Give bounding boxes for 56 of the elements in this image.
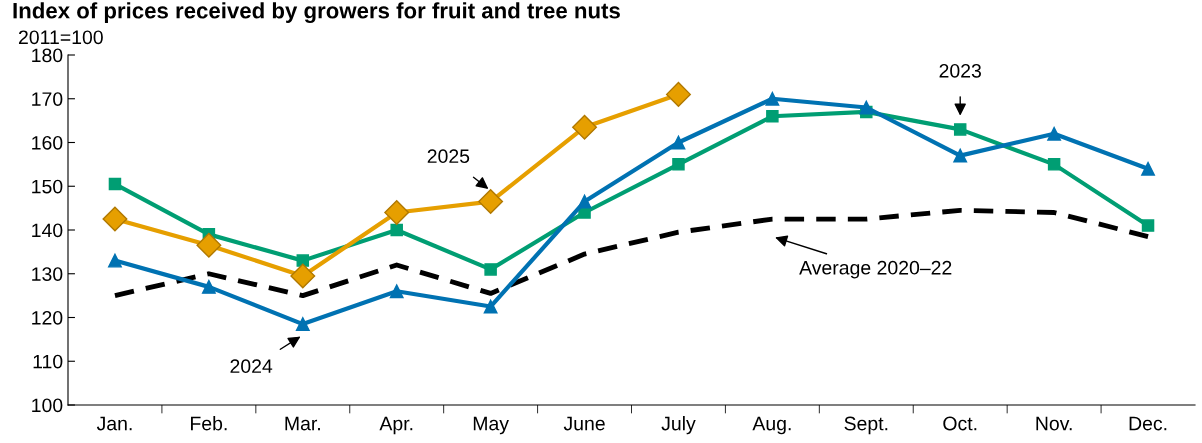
point: [384, 200, 410, 225]
point: [572, 114, 598, 140]
point: [765, 91, 780, 106]
point: [671, 135, 686, 150]
point: [1047, 158, 1061, 171]
line-series: [112, 207, 1151, 299]
point: [483, 299, 498, 314]
point: [577, 194, 592, 209]
y-tick-label: 100: [32, 398, 63, 413]
x-tick-label: Sept.: [844, 416, 888, 435]
point: [290, 263, 316, 289]
point: [389, 284, 404, 299]
x-tick-label: Oct.: [943, 416, 977, 431]
x-tick-label: May: [473, 416, 509, 435]
y-tick-label: 110: [33, 354, 63, 369]
x-tick-label: Nov.: [1036, 416, 1072, 431]
point: [196, 232, 222, 258]
annotation: 2024: [230, 359, 273, 374]
y-tick-label: 140: [32, 223, 63, 238]
y-tick-label: 130: [32, 267, 63, 281]
point: [766, 109, 779, 123]
x-tick-label: Aug.: [752, 416, 791, 435]
point: [953, 148, 968, 163]
point: [1141, 219, 1155, 232]
chart-title: Index of prices received by growers for fruit and tree nuts: [13, 2, 620, 24]
point: [484, 263, 497, 276]
point: [295, 317, 310, 332]
point: [102, 206, 128, 232]
y-tick-label: 170: [32, 92, 63, 106]
x-tick-label: Apr.: [379, 416, 413, 435]
y-tick-label: 180: [32, 48, 63, 63]
x-tick-label: June: [563, 416, 605, 431]
point: [296, 254, 310, 267]
y-tick-label: 150: [32, 179, 63, 194]
annotation: 2025: [427, 149, 470, 164]
x-tick-label: Mar.: [285, 416, 320, 431]
point: [108, 253, 122, 268]
y-tick-label: 160: [32, 135, 63, 150]
point: [672, 158, 685, 171]
point: [859, 100, 874, 115]
point: [201, 279, 216, 294]
point: [1141, 161, 1155, 176]
y-axis-title: 2011=100: [18, 30, 103, 45]
annotation: Average 2020–22: [799, 260, 952, 279]
x-tick-label: Dec.: [1129, 416, 1167, 431]
point: [478, 189, 504, 215]
x-tick-label: Feb.: [191, 416, 227, 431]
x-tick-label: Jan.: [96, 416, 132, 431]
x-tick-label: July: [661, 416, 696, 435]
point: [390, 223, 403, 237]
point: [1047, 126, 1062, 141]
point: [108, 177, 122, 191]
y-tick-label: 120: [32, 310, 63, 325]
point: [953, 123, 967, 136]
annotation: 2023: [939, 63, 981, 78]
point: [665, 81, 691, 107]
